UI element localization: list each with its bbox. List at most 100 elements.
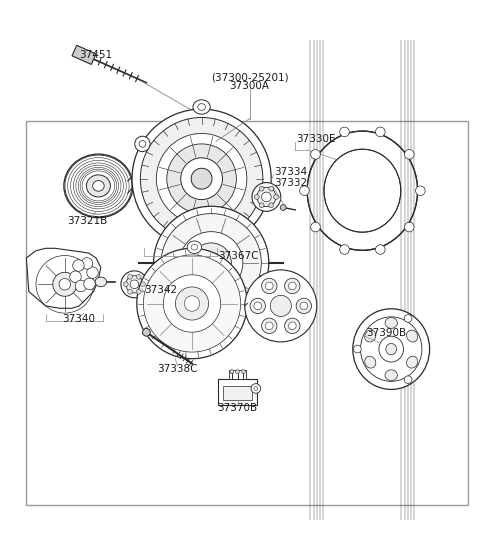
Circle shape — [236, 369, 240, 373]
Text: 37451: 37451 — [79, 50, 113, 60]
Circle shape — [375, 127, 385, 137]
Ellipse shape — [132, 109, 271, 248]
Ellipse shape — [137, 248, 247, 359]
Ellipse shape — [385, 370, 397, 381]
Ellipse shape — [64, 154, 133, 217]
Circle shape — [250, 298, 265, 314]
Ellipse shape — [144, 255, 240, 352]
Circle shape — [259, 203, 264, 207]
Ellipse shape — [156, 134, 247, 224]
Text: 37370B: 37370B — [217, 403, 258, 413]
Circle shape — [265, 322, 273, 330]
Ellipse shape — [198, 103, 205, 110]
Circle shape — [259, 186, 264, 191]
Circle shape — [405, 222, 414, 232]
Text: 37300A: 37300A — [229, 81, 270, 91]
Ellipse shape — [135, 136, 150, 151]
Circle shape — [136, 274, 141, 279]
Circle shape — [296, 298, 312, 314]
Ellipse shape — [139, 140, 146, 147]
Ellipse shape — [407, 356, 418, 368]
Polygon shape — [72, 45, 96, 64]
Circle shape — [70, 271, 81, 282]
Circle shape — [285, 318, 300, 334]
Ellipse shape — [191, 243, 231, 282]
Ellipse shape — [193, 100, 210, 114]
Circle shape — [251, 383, 261, 394]
Ellipse shape — [385, 318, 397, 328]
Circle shape — [143, 329, 150, 336]
Circle shape — [405, 150, 414, 159]
Circle shape — [300, 302, 308, 310]
Bar — [218, 379, 257, 405]
Circle shape — [123, 282, 128, 287]
Ellipse shape — [161, 214, 261, 312]
Text: 37340: 37340 — [62, 314, 96, 324]
Ellipse shape — [353, 309, 430, 390]
Ellipse shape — [407, 330, 418, 342]
Ellipse shape — [176, 287, 208, 320]
Circle shape — [252, 183, 281, 211]
Circle shape — [121, 271, 148, 298]
Ellipse shape — [187, 241, 202, 253]
Ellipse shape — [365, 356, 376, 368]
Text: 37367C: 37367C — [218, 251, 259, 261]
Circle shape — [257, 187, 276, 206]
Bar — [223, 386, 252, 400]
Circle shape — [128, 290, 132, 294]
Circle shape — [254, 386, 258, 390]
Ellipse shape — [360, 317, 422, 381]
Bar — [26, 121, 468, 505]
Circle shape — [269, 186, 274, 191]
Ellipse shape — [191, 168, 212, 189]
Circle shape — [128, 274, 132, 279]
Circle shape — [262, 192, 271, 202]
Ellipse shape — [201, 253, 222, 273]
Circle shape — [265, 282, 273, 290]
Circle shape — [404, 376, 412, 383]
Ellipse shape — [379, 336, 404, 362]
Ellipse shape — [324, 149, 401, 232]
Circle shape — [288, 282, 296, 290]
Circle shape — [311, 222, 320, 232]
Circle shape — [300, 186, 309, 196]
Circle shape — [354, 345, 361, 353]
Ellipse shape — [95, 277, 107, 287]
Circle shape — [75, 280, 87, 292]
Ellipse shape — [307, 131, 418, 250]
Ellipse shape — [140, 117, 263, 240]
Text: 37390B: 37390B — [366, 328, 407, 338]
Bar — [229, 370, 246, 379]
Circle shape — [254, 302, 262, 310]
Ellipse shape — [163, 275, 221, 332]
Ellipse shape — [270, 295, 291, 316]
Ellipse shape — [93, 181, 104, 191]
Text: 37338C: 37338C — [157, 364, 198, 375]
Circle shape — [311, 150, 320, 159]
Circle shape — [141, 282, 145, 287]
Circle shape — [81, 258, 93, 269]
Circle shape — [375, 245, 385, 254]
Circle shape — [241, 369, 245, 373]
Ellipse shape — [365, 330, 376, 342]
Circle shape — [285, 278, 300, 293]
Ellipse shape — [184, 296, 200, 311]
Circle shape — [262, 318, 277, 334]
Circle shape — [72, 260, 84, 271]
Polygon shape — [26, 248, 101, 309]
Text: (37300-25201): (37300-25201) — [211, 73, 288, 83]
Circle shape — [262, 278, 277, 293]
Circle shape — [130, 280, 139, 288]
Circle shape — [404, 315, 412, 323]
Circle shape — [53, 272, 77, 296]
Circle shape — [126, 276, 143, 293]
Circle shape — [84, 278, 96, 290]
Ellipse shape — [154, 206, 269, 319]
Ellipse shape — [191, 244, 198, 250]
Ellipse shape — [86, 175, 110, 197]
Circle shape — [269, 203, 274, 207]
Circle shape — [254, 195, 259, 200]
Ellipse shape — [167, 144, 236, 214]
Text: 37342: 37342 — [144, 285, 177, 295]
Text: 37330E: 37330E — [297, 134, 336, 144]
